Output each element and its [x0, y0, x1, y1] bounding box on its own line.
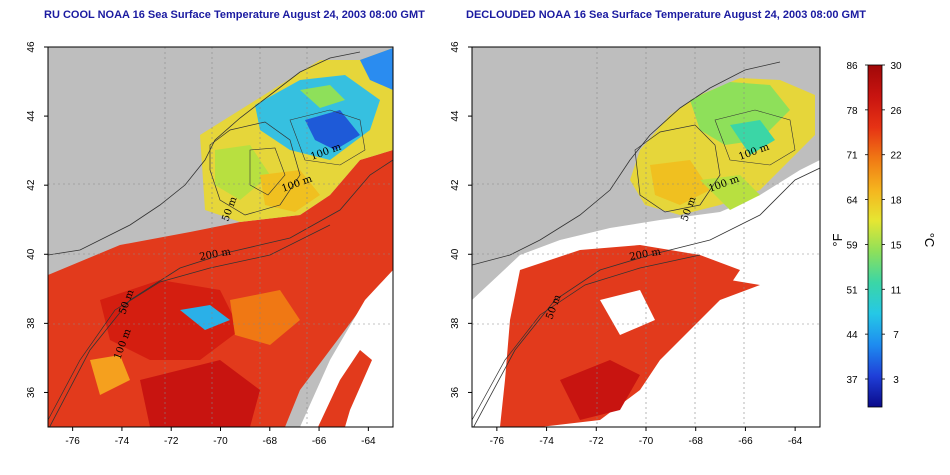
lat-tick-label: 42	[450, 179, 461, 191]
fahrenheit-tick-label: 78	[846, 106, 858, 117]
celsius-tick-label: 30	[890, 61, 902, 72]
lon-tick-label: -76	[65, 436, 80, 447]
celsius-tick-label: 3	[893, 375, 899, 386]
lon-tick-label: -74	[539, 436, 554, 447]
colorbar: 30 86 26 78 22 71 18 64 15 59 11 51 7 44 3 37 °F °C	[830, 61, 937, 408]
celsius-tick-label: 18	[890, 196, 902, 207]
lon-tick-label: -70	[213, 436, 228, 447]
lon-tick-label: -68	[263, 436, 278, 447]
celsius-tick-label: 22	[890, 151, 902, 162]
lat-tick-label: 38	[26, 317, 37, 329]
fahrenheit-tick-label: 37	[846, 375, 858, 386]
fahrenheit-tick-label: 59	[846, 240, 858, 251]
cloud-gap	[300, 270, 393, 427]
right-map-title: DECLOUDED NOAA 16 Sea Surface Temperatur…	[466, 9, 866, 21]
lon-tick-label: -66	[312, 436, 327, 447]
lat-tick-label: 36	[450, 386, 461, 398]
lon-tick-label: -64	[788, 436, 803, 447]
lat-tick-label: 42	[26, 179, 37, 191]
axes: -76 -74 -72 -70 -68 -66 -64 36 38 40 42 44 46 -76 -74 -…	[26, 41, 803, 447]
lat-tick-label: 36	[26, 386, 37, 398]
fahrenheit-tick-label: 86	[846, 61, 858, 72]
lat-tick-label: 40	[26, 248, 37, 260]
lon-tick-label: -64	[361, 436, 376, 447]
celsius-tick-label: 15	[890, 240, 902, 251]
lat-tick-label: 38	[450, 317, 461, 329]
lon-tick-label: -72	[589, 436, 604, 447]
lat-tick-label: 40	[450, 248, 461, 260]
fahrenheit-tick-label: 64	[846, 196, 858, 207]
lat-tick-label: 44	[450, 110, 461, 122]
lon-tick-label: -74	[115, 436, 130, 447]
lat-tick-label: 46	[26, 41, 37, 53]
celsius-tick-label: 7	[893, 330, 899, 341]
left-map-title: RU COOL NOAA 16 Sea Surface Temperature …	[44, 9, 425, 21]
celsius-tick-label: 11	[891, 285, 902, 296]
colorbar-scale	[867, 64, 883, 408]
celsius-unit-label: °C	[922, 233, 937, 248]
lat-tick-label: 46	[450, 41, 461, 53]
lat-tick-label: 44	[26, 110, 37, 122]
fahrenheit-tick-label: 71	[846, 151, 858, 162]
lon-tick-label: -68	[688, 436, 703, 447]
fahrenheit-tick-label: 44	[846, 330, 858, 341]
lon-tick-label: -66	[738, 436, 753, 447]
celsius-tick-label: 26	[890, 106, 902, 117]
lon-tick-label: -72	[164, 436, 179, 447]
fahrenheit-tick-label: 51	[846, 285, 858, 296]
right-map: 100 m 100 m 50 m 200 m 50 m	[472, 47, 820, 427]
lon-tick-label: -70	[639, 436, 654, 447]
lon-tick-label: -76	[490, 436, 505, 447]
left-map: 100 m 100 m 50 m 200 m 50 m 100 m	[48, 47, 393, 427]
fahrenheit-unit-label: °F	[830, 233, 845, 246]
